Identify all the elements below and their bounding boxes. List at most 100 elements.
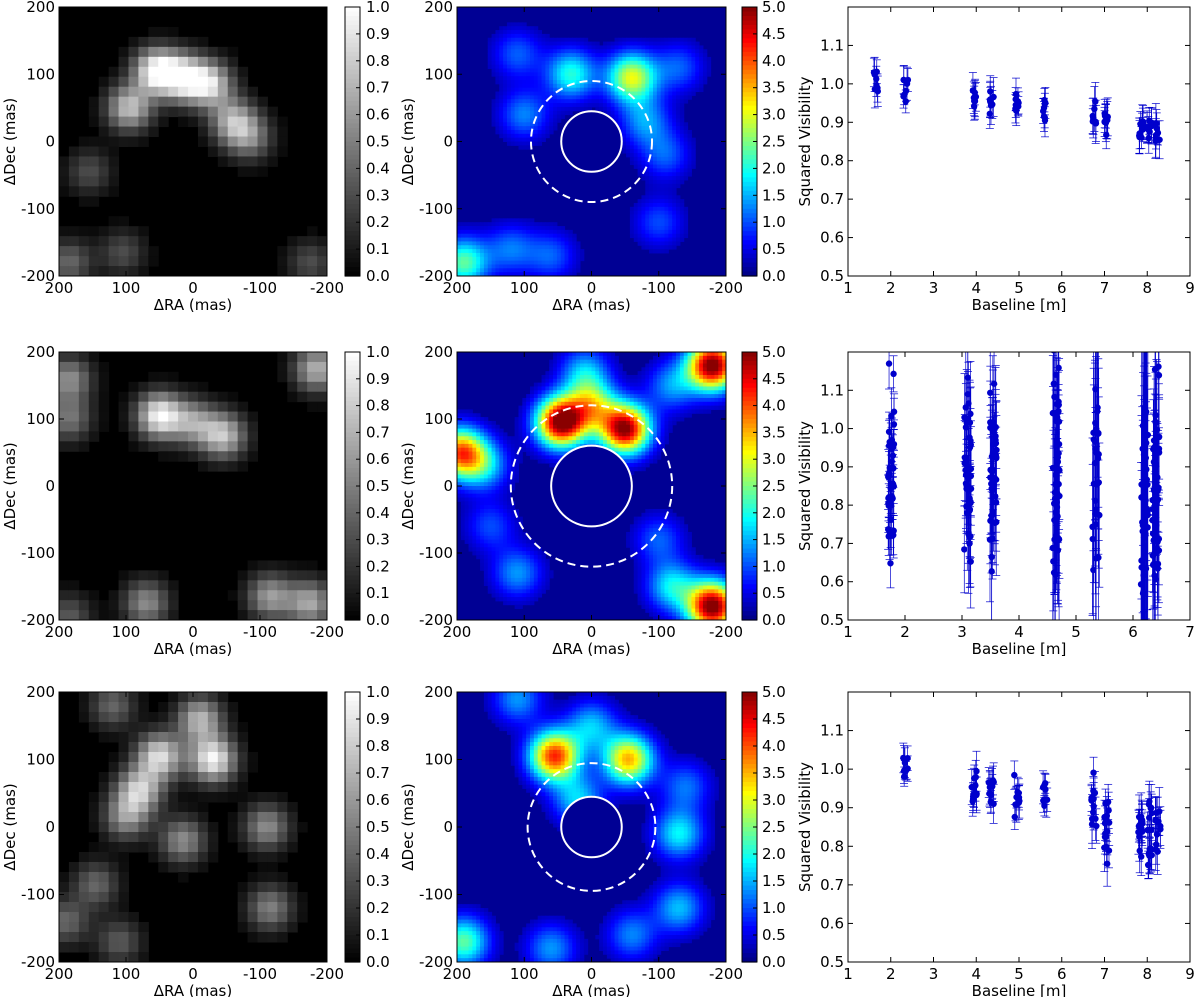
snr-pixel [633, 76, 639, 81]
snr-pixel [522, 72, 527, 77]
colorbar-segment [345, 42, 360, 48]
snr-pixel [610, 110, 616, 116]
snr-pixel [560, 374, 566, 380]
snr-pixel [510, 447, 516, 453]
snr-pixel [626, 83, 631, 89]
snr-pixel [610, 367, 616, 372]
snr-pixel [503, 118, 508, 123]
snr-pixel [518, 562, 523, 567]
snr-pixel [468, 222, 473, 227]
map-pixel [138, 391, 149, 403]
snr-pixel [549, 382, 554, 387]
snr-pixel [537, 83, 543, 89]
snr-pixel [491, 103, 496, 108]
snr-pixel [526, 145, 531, 150]
map-pixel [168, 451, 179, 462]
snr-pixel [599, 60, 604, 66]
map-pixel [138, 381, 149, 393]
snr-pixel [583, 390, 589, 395]
snr-pixel [687, 164, 692, 169]
snr-pixel [510, 436, 516, 441]
snr-pixel [595, 60, 600, 66]
snr-pixel [560, 256, 566, 262]
snr-pixel [487, 493, 493, 498]
map-pixel [237, 600, 249, 611]
colorbar-segment [742, 137, 757, 143]
snr-pixel [645, 64, 650, 69]
snr-pixel [556, 99, 562, 104]
snr-pixel [618, 56, 623, 62]
snr-pixel [629, 106, 635, 112]
snr-pixel [518, 33, 523, 39]
snr-pixel [518, 53, 523, 58]
snr-pixel [622, 118, 627, 123]
snr-pixel [656, 199, 662, 204]
snr-pixel [537, 76, 543, 81]
snr-pixel [595, 87, 600, 93]
snr-pixel [537, 566, 543, 571]
snr-pixel [610, 374, 616, 380]
snr-pixel [660, 118, 666, 123]
colorbar-tick-label: 0.0 [366, 267, 390, 285]
snr-pixel [702, 60, 708, 66]
snr-pixel [480, 489, 485, 495]
snr-pixel [637, 202, 642, 208]
snr-pixel [530, 558, 535, 564]
map-pixel [148, 86, 159, 98]
snr-pixel [460, 245, 466, 250]
map-pixel [98, 246, 110, 257]
snr-pixel [549, 409, 554, 414]
map-pixel [68, 580, 80, 591]
snr-pixel [491, 508, 496, 514]
snr-pixel [645, 133, 650, 139]
snr-pixel [518, 581, 523, 587]
snr-pixel [660, 160, 666, 166]
snr-pixel [503, 53, 508, 58]
colorbar-segment [345, 526, 360, 532]
snr-pixel [560, 405, 566, 410]
colorbar-tick-label: 0.2 [366, 557, 390, 575]
snr-pixel [541, 577, 546, 583]
snr-pixel [618, 118, 623, 123]
map-pixel [237, 590, 249, 601]
snr-pixel [522, 447, 527, 453]
map-pixel [128, 46, 139, 58]
snr-pixel [514, 106, 519, 112]
snr-pixel [587, 83, 592, 89]
map-pixel [188, 76, 199, 88]
snr-pixel [629, 56, 635, 62]
colorbar-segment [345, 271, 360, 277]
snr-pixel [537, 60, 543, 66]
snr-pixel [499, 593, 504, 598]
snr-pixel [599, 367, 604, 372]
snr-pixel [660, 145, 666, 150]
snr-pixel [595, 417, 600, 422]
snr-pixel [514, 129, 519, 135]
map-pixel [237, 570, 249, 581]
snr-pixel [568, 268, 573, 273]
map-pixel [148, 246, 159, 257]
snr-pixel [656, 99, 662, 104]
snr-pixel [649, 99, 654, 104]
snr-pixel [526, 432, 531, 437]
snr-pixel [664, 191, 669, 196]
snr-pixel [556, 91, 562, 96]
snr-pixel [633, 72, 639, 77]
snr-pixel [683, 133, 689, 139]
snr-pixel [487, 551, 493, 556]
snr-pixel [533, 83, 539, 89]
snr-pixel [641, 160, 646, 166]
snr-pixel [676, 183, 681, 189]
map-pixel [277, 610, 288, 621]
snr-pixel [510, 474, 516, 479]
snr-pixel [503, 508, 508, 514]
snr-pixel [510, 264, 516, 269]
snr-pixel [637, 145, 642, 150]
snr-pixel [499, 114, 504, 119]
snr-pixel [460, 531, 466, 537]
snr-pixel [641, 241, 646, 246]
colorbar-segment [345, 544, 360, 550]
snr-pixel [530, 122, 535, 127]
colorbar-segment [742, 154, 757, 161]
map-pixel [188, 411, 199, 422]
